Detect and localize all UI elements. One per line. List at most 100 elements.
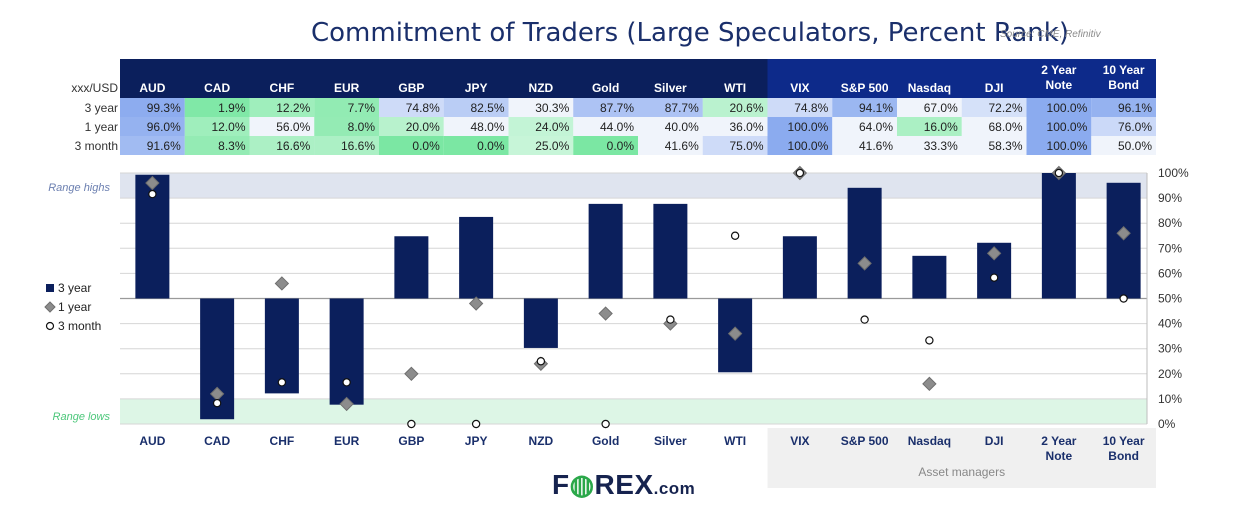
- forex-logo: F◍REX.com: [552, 468, 695, 501]
- table-col-header: Silver: [654, 81, 687, 95]
- table-cell-bg: [573, 117, 638, 136]
- table-cell-value: 91.6%: [147, 139, 181, 153]
- marker-3-month: [277, 378, 287, 387]
- table-cell-bg: [314, 98, 379, 117]
- marker-3-month: [601, 419, 610, 429]
- x-tick-label: NZD: [529, 434, 554, 448]
- marker-3-month: [730, 231, 740, 240]
- table-cell-value: 25.0%: [535, 139, 569, 153]
- table-cell-value: 12.0%: [211, 120, 245, 134]
- table-cell-value: 100.0%: [788, 120, 829, 134]
- marker-3-month: [407, 419, 416, 429]
- y-tick-label: 50%: [1158, 292, 1182, 306]
- table-col-header: Nasdaq: [908, 81, 951, 95]
- table-cell-bg: [1026, 136, 1092, 155]
- legend-3-year-swatch: [46, 284, 54, 292]
- x-tick-label: EUR: [334, 434, 360, 448]
- table-cell-bg: [638, 117, 703, 136]
- marker-3-month: [212, 398, 222, 408]
- table-col-header: VIX: [790, 81, 809, 95]
- asset-managers-bg: [767, 428, 1156, 488]
- table-cell-value: 72.2%: [988, 101, 1022, 115]
- table-cell-value: 1.9%: [218, 101, 246, 115]
- table-col-header: 10 Year Bond: [1103, 63, 1145, 92]
- range-highs-label: Range highs: [48, 182, 110, 194]
- table-cell-value: 8.0%: [348, 120, 376, 134]
- table-cell-bg: [120, 117, 185, 136]
- marker-3-month: [1054, 168, 1064, 178]
- table-cell-value: 24.0%: [535, 120, 569, 134]
- table-header-bg-asset-managers: [767, 59, 1156, 98]
- table-cell-bg: [832, 117, 897, 136]
- x-tick-label: Gold: [592, 434, 619, 448]
- table-cell-value: 96.0%: [147, 120, 181, 134]
- table-cell-bg: [1026, 117, 1092, 136]
- legend-3-month-label: 3 month: [58, 319, 101, 333]
- logo-suffix: .com: [653, 479, 696, 498]
- x-tick-label: 10 Year Bond: [1103, 434, 1145, 463]
- bar-3-year: [394, 236, 429, 299]
- table-cell-value: 87.7%: [600, 101, 634, 115]
- table-cell-bg: [379, 117, 444, 136]
- table-cell-bg: [314, 117, 379, 136]
- table-cell-bg: [120, 136, 185, 155]
- table-cell-value: 0.0%: [412, 139, 440, 153]
- marker-3-month: [536, 357, 546, 366]
- x-tick-label: S&P 500: [841, 434, 889, 448]
- marker-3-month: [342, 378, 351, 387]
- table-cell-value: 7.7%: [348, 101, 376, 115]
- table-cell-value: 67.0%: [924, 101, 958, 115]
- x-tick-label: AUD: [139, 434, 165, 448]
- table-corner-label: xxx/USD: [71, 81, 118, 95]
- table-cell-value: 58.3%: [988, 139, 1022, 153]
- table-cell-bg: [379, 98, 444, 117]
- y-tick-label: 20%: [1158, 367, 1182, 381]
- table-cell-bg: [702, 98, 768, 117]
- marker-3-month: [666, 315, 675, 324]
- table-cell-value: 44.0%: [600, 120, 634, 134]
- table-cell-bg: [573, 136, 638, 155]
- marker-1-year: [857, 256, 872, 271]
- x-tick-label: CAD: [204, 434, 230, 448]
- table-cell-value: 100.0%: [1047, 120, 1088, 134]
- table-cell-bg: [1091, 98, 1156, 117]
- bar-3-year: [588, 203, 623, 299]
- table-cell-value: 74.8%: [794, 101, 828, 115]
- table-cell-bg: [832, 136, 897, 155]
- table-cell-bg: [638, 98, 703, 117]
- y-tick-label: 60%: [1158, 266, 1182, 280]
- table-cell-value: 87.7%: [665, 101, 699, 115]
- marker-1-year: [727, 326, 743, 341]
- table-cell-value: 48.0%: [470, 120, 504, 134]
- table-cell-value: 100.0%: [788, 139, 829, 153]
- table-cell-bg: [120, 98, 185, 117]
- bar-3-year: [782, 236, 817, 299]
- table-cell-bg: [249, 136, 315, 155]
- table-cell-value: 16.6%: [276, 139, 310, 153]
- table-col-header: Gold: [592, 81, 619, 95]
- table-cell-bg: [443, 98, 509, 117]
- bar-3-year: [459, 216, 494, 299]
- bar-3-year: [912, 255, 947, 299]
- table-cell-value: 50.0%: [1118, 139, 1152, 153]
- y-tick-label: 10%: [1158, 392, 1182, 406]
- marker-3-month: [925, 336, 934, 345]
- table-cell-value: 96.1%: [1118, 101, 1152, 115]
- y-tick-label: 100%: [1158, 166, 1189, 180]
- marker-1-year: [274, 276, 290, 291]
- table-col-header: CAD: [204, 81, 230, 95]
- bar-3-year: [329, 298, 364, 405]
- table-cell-value: 30.3%: [535, 101, 569, 115]
- table-cell-bg: [508, 98, 574, 117]
- source-note: Source: CME, Refinitiv: [1000, 29, 1101, 40]
- legend-3-year-label: 3 year: [58, 281, 91, 295]
- table-cell-value: 82.5%: [470, 101, 504, 115]
- bar-3-year: [264, 298, 299, 394]
- marker-3-month: [148, 189, 157, 199]
- table-cell-value: 8.3%: [218, 139, 246, 153]
- asset-managers-label: Asset managers: [918, 465, 1005, 479]
- table-col-header: WTI: [724, 81, 746, 95]
- marker-1-year: [468, 296, 484, 311]
- bar-3-year: [1106, 182, 1141, 299]
- table-cell-bg: [1026, 98, 1092, 117]
